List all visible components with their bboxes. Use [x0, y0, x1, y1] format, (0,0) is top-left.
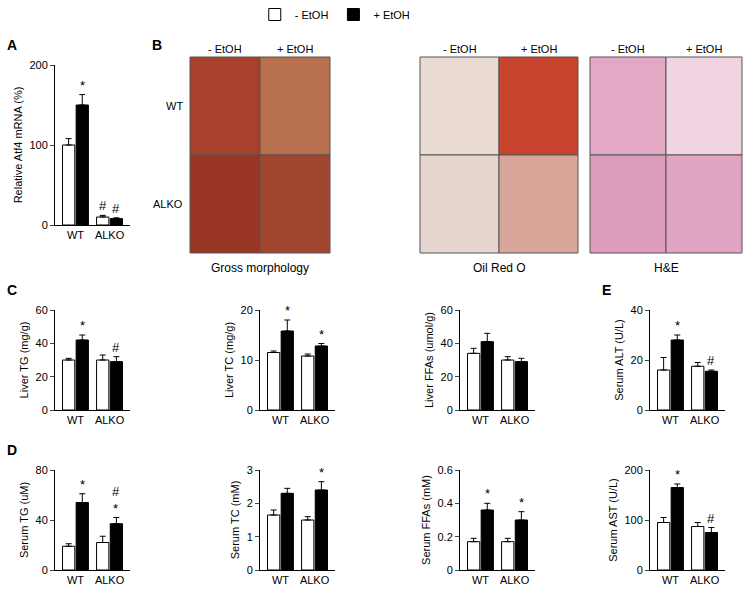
- svg-text:- EtOH: - EtOH: [208, 43, 242, 55]
- svg-text:20: 20: [631, 354, 643, 366]
- svg-text:ALKO: ALKO: [95, 574, 125, 586]
- svg-text:B: B: [152, 37, 162, 53]
- svg-text:0: 0: [447, 564, 453, 576]
- svg-text:WT: WT: [662, 574, 679, 586]
- svg-text:WT: WT: [662, 414, 679, 426]
- svg-text:Liver TC (mg/g): Liver TC (mg/g): [223, 322, 235, 398]
- svg-text:60: 60: [36, 304, 48, 316]
- svg-text:WT: WT: [472, 414, 489, 426]
- svg-text:WT: WT: [272, 574, 289, 586]
- svg-text:100: 100: [624, 514, 642, 526]
- svg-text:200: 200: [624, 464, 642, 476]
- svg-text:*: *: [319, 465, 324, 480]
- svg-text:E: E: [602, 282, 611, 298]
- svg-text:2: 2: [247, 497, 253, 509]
- svg-text:Gross morphology: Gross morphology: [211, 261, 309, 275]
- svg-text:- EtOH: - EtOH: [611, 43, 645, 55]
- svg-text:40: 40: [631, 304, 643, 316]
- svg-text:Serum AST (U/L): Serum AST (U/L): [607, 478, 619, 562]
- svg-text:20: 20: [36, 371, 48, 383]
- svg-text:10: 10: [241, 354, 253, 366]
- svg-text:80: 80: [36, 464, 48, 476]
- svg-text:#: #: [707, 353, 715, 368]
- svg-text:#: #: [99, 198, 107, 213]
- svg-text:100: 100: [29, 139, 47, 151]
- svg-text:0.4: 0.4: [438, 497, 453, 509]
- svg-text:#*: #*: [112, 484, 120, 516]
- svg-text:WT: WT: [67, 414, 84, 426]
- svg-text:0: 0: [447, 404, 453, 416]
- svg-text:A: A: [7, 37, 17, 53]
- svg-text:#: #: [112, 340, 120, 355]
- svg-text:*: *: [675, 318, 680, 333]
- svg-text:0.2: 0.2: [438, 531, 453, 543]
- svg-text:H&E: H&E: [654, 261, 679, 275]
- svg-text:+ EtOH: + EtOH: [373, 9, 409, 21]
- svg-text:*: *: [485, 486, 490, 501]
- svg-text:0.6: 0.6: [438, 464, 453, 476]
- svg-text:0: 0: [42, 219, 48, 231]
- svg-text:Serum TC (mM): Serum TC (mM): [229, 481, 241, 560]
- svg-text:60: 60: [441, 304, 453, 316]
- svg-text:*: *: [80, 78, 85, 93]
- svg-text:WT: WT: [472, 574, 489, 586]
- svg-text:200: 200: [29, 59, 47, 71]
- svg-text:40: 40: [441, 337, 453, 349]
- svg-text:ALKO: ALKO: [95, 414, 125, 426]
- svg-text:#: #: [707, 511, 715, 526]
- svg-text:0: 0: [247, 404, 253, 416]
- svg-text:1: 1: [247, 531, 253, 543]
- svg-text:0: 0: [42, 564, 48, 576]
- svg-text:ALKO: ALKO: [95, 229, 125, 241]
- svg-text:+ EtOH: + EtOH: [521, 43, 557, 55]
- svg-text:0: 0: [247, 564, 253, 576]
- svg-text:*: *: [319, 327, 324, 342]
- svg-text:ALKO: ALKO: [500, 574, 530, 586]
- svg-text:WT: WT: [272, 414, 289, 426]
- svg-text:+ EtOH: + EtOH: [686, 43, 722, 55]
- svg-text:*: *: [80, 318, 85, 333]
- svg-text:C: C: [7, 282, 17, 298]
- svg-text:WT: WT: [166, 100, 183, 112]
- svg-text:Relative Atf4 mRNA (%): Relative Atf4 mRNA (%): [12, 87, 24, 204]
- svg-text:*: *: [285, 303, 290, 318]
- svg-text:WT: WT: [67, 229, 84, 241]
- svg-text:WT: WT: [67, 574, 84, 586]
- svg-text:#: #: [112, 201, 120, 216]
- svg-text:Liver TG (mg/g): Liver TG (mg/g): [18, 322, 30, 399]
- svg-text:+ EtOH: + EtOH: [277, 43, 313, 55]
- svg-text:20: 20: [441, 371, 453, 383]
- svg-text:ALKO: ALKO: [690, 574, 720, 586]
- svg-text:*: *: [675, 467, 680, 482]
- svg-text:0: 0: [637, 404, 643, 416]
- svg-text:ALKO: ALKO: [300, 414, 330, 426]
- svg-text:ALKO: ALKO: [690, 414, 720, 426]
- svg-text:ALKO: ALKO: [153, 198, 183, 210]
- svg-text:20: 20: [241, 304, 253, 316]
- svg-text:Serum ALT (U/L): Serum ALT (U/L): [613, 319, 625, 401]
- svg-text:0: 0: [42, 404, 48, 416]
- svg-text:40: 40: [36, 337, 48, 349]
- svg-text:0: 0: [637, 564, 643, 576]
- svg-text:3: 3: [247, 464, 253, 476]
- svg-text:Oil Red O: Oil Red O: [473, 261, 526, 275]
- svg-text:- EtOH: - EtOH: [443, 43, 477, 55]
- svg-text:Liver FFAs (umol/g): Liver FFAs (umol/g): [423, 312, 435, 408]
- svg-text:D: D: [7, 442, 17, 458]
- svg-text:Serum TG (uM): Serum TG (uM): [18, 482, 30, 558]
- svg-text:40: 40: [36, 514, 48, 526]
- svg-text:ALKO: ALKO: [300, 574, 330, 586]
- svg-text:- EtOH: - EtOH: [295, 9, 329, 21]
- svg-text:*: *: [80, 477, 85, 492]
- svg-text:ALKO: ALKO: [500, 414, 530, 426]
- svg-text:*: *: [519, 495, 524, 510]
- svg-text:Serum FFAs (mM): Serum FFAs (mM): [420, 475, 432, 565]
